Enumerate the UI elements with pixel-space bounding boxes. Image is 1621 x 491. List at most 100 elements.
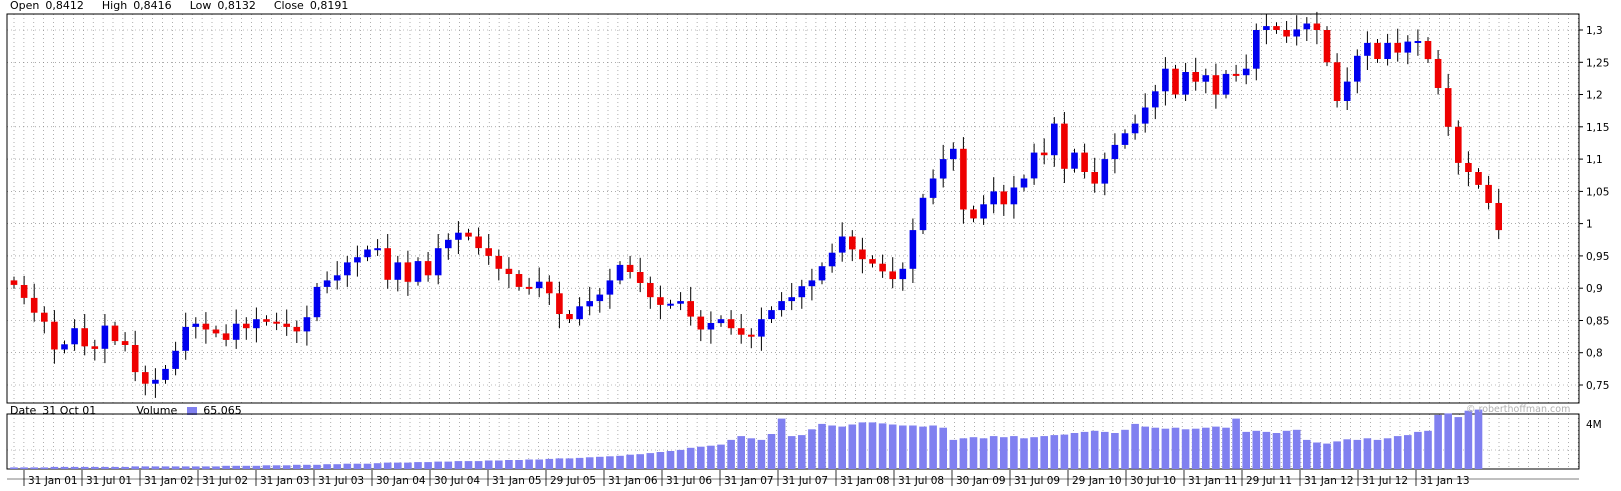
candle-body (1313, 23, 1321, 30)
volume-bar (1020, 438, 1028, 469)
candle-body (707, 323, 715, 330)
candle-body (313, 286, 321, 318)
candle-body (1000, 191, 1008, 205)
candle-body (778, 301, 785, 311)
volume-bar (1343, 439, 1351, 469)
volume-bar (676, 449, 685, 469)
x-tick-label: 31 Jan 01 (28, 475, 78, 487)
candle-body (424, 261, 432, 276)
volume-bar (828, 425, 836, 469)
candle-body (879, 263, 886, 272)
volume-bar (1323, 443, 1331, 469)
volume-bar (1191, 428, 1200, 469)
volume-bar (252, 465, 261, 469)
x-tick-label: 31 Jul 03 (318, 475, 364, 487)
volume-bar (878, 423, 887, 469)
volume-bar (313, 464, 321, 469)
volume-bar (1404, 435, 1412, 469)
candle-body (1354, 55, 1361, 82)
volume-bar (474, 461, 483, 469)
candle-body (1182, 72, 1189, 95)
volume-bar (383, 462, 392, 469)
candle-body (576, 306, 583, 320)
volume-bar (1282, 430, 1291, 469)
volume-bar (424, 462, 432, 469)
x-tick-label: 31 Jan 03 (260, 475, 310, 487)
candle-body (1141, 107, 1149, 124)
high-label: High (101, 0, 128, 12)
x-tick-label: 29 Jul 05 (550, 475, 596, 487)
volume-bar (858, 422, 867, 469)
volume-bar (575, 457, 584, 469)
candle-body (434, 248, 442, 276)
candle-body (243, 323, 250, 329)
volume-bar (60, 466, 69, 469)
volume-bar (10, 467, 18, 469)
candle-body (152, 379, 159, 384)
volume-bar (1080, 431, 1089, 469)
candle-body (51, 321, 58, 350)
candle-body (657, 297, 664, 305)
volume-bar (798, 435, 806, 469)
candle-body (91, 346, 99, 349)
volume-bar (1444, 413, 1452, 470)
volume-bar (787, 436, 796, 469)
volume-bar (1373, 439, 1382, 470)
volume-bar (1161, 428, 1170, 469)
y-tick-label: 0,75 (1586, 380, 1609, 392)
volume-bar (1232, 418, 1240, 469)
volume-bar (899, 425, 907, 469)
volume-bar (404, 462, 412, 469)
candle-body (293, 326, 301, 332)
candle-body (1465, 163, 1472, 172)
volume-bar (979, 438, 988, 469)
volume-bar (565, 458, 574, 469)
candle-body (566, 314, 573, 320)
volume-bar (192, 466, 200, 470)
volume-bar (414, 462, 422, 469)
volume-bar (1393, 436, 1402, 469)
volume-bar (1292, 429, 1301, 469)
candle-body (1030, 152, 1038, 179)
candle-body (142, 372, 149, 384)
candle-body (748, 334, 755, 337)
y-tick-label: 0,8 (1586, 348, 1603, 360)
volume-bar (50, 466, 59, 469)
volume-bar (1333, 441, 1341, 469)
candle-body (394, 262, 402, 280)
volume-bar (909, 425, 917, 469)
candle-body (1081, 152, 1088, 172)
candle-body (869, 259, 876, 264)
candle-body (768, 310, 775, 320)
candle-body (81, 328, 88, 347)
volume-bar (727, 439, 735, 470)
volume-bar (30, 467, 38, 469)
volume-bar (818, 423, 826, 469)
close-value: 0,8191 (309, 0, 349, 12)
volume-bar (636, 454, 644, 469)
volume-bar (848, 424, 857, 469)
volume-bar (161, 466, 170, 470)
y-tick-label: 1,15 (1586, 122, 1609, 134)
volume-bar (1434, 414, 1442, 469)
candle-body (647, 283, 654, 298)
volume-bar (545, 458, 554, 469)
volume-bar (1383, 438, 1392, 469)
close-label: Close (273, 0, 304, 12)
candle-body (889, 271, 896, 280)
candle-body (1263, 26, 1270, 30)
candle-body (1414, 41, 1422, 43)
volume-bar (939, 427, 947, 469)
volume-bar (1272, 433, 1281, 469)
candle-body (232, 323, 240, 340)
y-tick-label: 0,95 (1586, 251, 1609, 263)
volume-bar (1060, 434, 1069, 470)
volume-bar (373, 463, 382, 469)
candle-body (586, 301, 593, 307)
candle-body (202, 323, 210, 330)
price-header: Open 0,8412 High 0,8416 Low 0,8132 Close 0,8191 (10, 0, 366, 12)
volume-swatch (187, 407, 198, 415)
volume-bar (777, 418, 786, 469)
candle-body (263, 319, 270, 322)
candle-body (525, 286, 533, 289)
